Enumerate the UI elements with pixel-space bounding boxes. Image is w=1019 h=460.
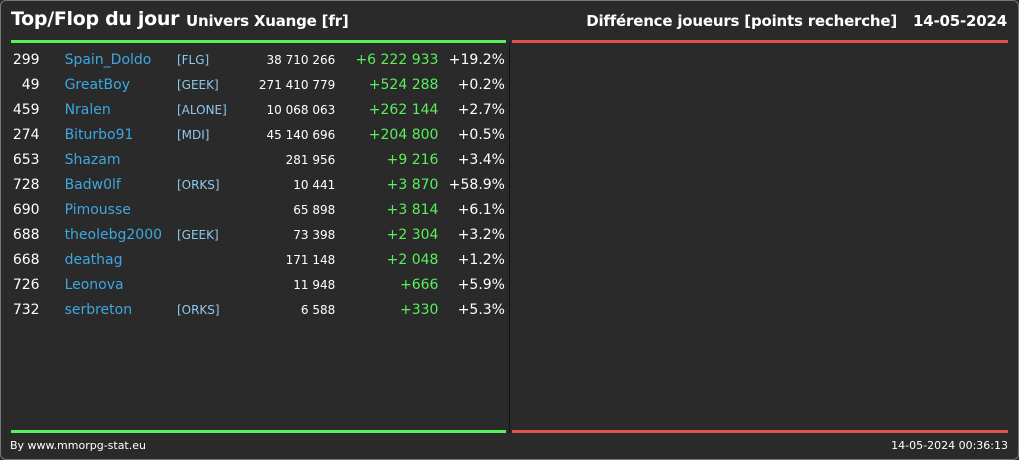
- player-rank: 728: [12, 176, 40, 193]
- table-row: 299 Spain_Doldo [FLG] 38 710 266 +6 222 933 +…: [11, 47, 505, 72]
- flop-divider-line: [512, 40, 1008, 43]
- table-row: 690 Pimousse 65 898 +3 814 +6.1%: [11, 197, 505, 222]
- alliance-tag[interactable]: [ORKS]: [176, 177, 220, 192]
- points-percent-change: +6.1%: [457, 201, 505, 218]
- player-rank: 299: [12, 51, 40, 68]
- points-percent-change: +5.9%: [457, 276, 505, 293]
- alliance-tag[interactable]: [MDI]: [176, 127, 210, 142]
- points-difference: +666: [399, 276, 439, 293]
- player-name-link[interactable]: theolebg2000: [64, 226, 163, 243]
- points-difference: +6 222 933: [355, 51, 439, 68]
- table-row: 688 theolebg2000 [GEEK] 73 398 +2 304 +3.2%: [11, 222, 505, 247]
- points-difference: +3 814: [386, 201, 439, 218]
- player-name-link[interactable]: GreatBoy: [64, 76, 130, 93]
- top-bottom-line: [11, 430, 506, 433]
- points-percent-change: +5.3%: [457, 301, 505, 318]
- player-points: 65 898: [293, 202, 336, 217]
- player-points: 38 710 266: [266, 52, 336, 67]
- player-rank: 690: [12, 201, 40, 218]
- points-difference: +2 304: [386, 226, 439, 243]
- table-row: 668 deathag 171 148 +2 048 +1.2%: [11, 247, 505, 272]
- points-percent-change: +0.2%: [457, 76, 505, 93]
- player-name-link[interactable]: Biturbo91: [64, 126, 134, 143]
- table-row: 459 Nralen [ALONE] 10 068 063 +262 144 +2.7%: [11, 97, 505, 122]
- points-difference: +9 216: [386, 151, 439, 168]
- player-name-link[interactable]: Pimousse: [64, 201, 131, 218]
- alliance-tag: [177, 197, 243, 222]
- alliance-tag[interactable]: [GEEK]: [176, 227, 219, 242]
- alliance-tag: [177, 247, 243, 272]
- player-rank: 49: [21, 76, 40, 93]
- player-rank: 688: [12, 226, 40, 243]
- points-percent-change: +58.9%: [448, 176, 505, 193]
- points-difference: +2 048: [386, 251, 439, 268]
- points-percent-change: +0.5%: [457, 126, 505, 143]
- table-row: 728 Badw0lf [ORKS] 10 441 +3 870 +58.9%: [11, 172, 505, 197]
- mode-label: Différence joueurs [points recherche]: [586, 12, 898, 30]
- player-rank: 732: [12, 301, 40, 318]
- player-points: 171 148: [285, 252, 336, 267]
- player-rank: 668: [12, 251, 40, 268]
- points-percent-change: +3.4%: [457, 151, 505, 168]
- points-percent-change: +1.2%: [457, 251, 505, 268]
- date-label: 14-05-2024: [913, 12, 1007, 30]
- player-points: 271 410 779: [258, 77, 336, 92]
- points-difference: +3 870: [386, 176, 439, 193]
- player-points: 10 441: [293, 177, 336, 192]
- player-name-link[interactable]: Leonova: [64, 276, 124, 293]
- alliance-tag: [177, 272, 243, 297]
- points-difference: +204 800: [368, 126, 439, 143]
- points-percent-change: +2.7%: [457, 101, 505, 118]
- player-rank: 653: [12, 151, 40, 168]
- player-points: 10 068 063: [266, 102, 336, 117]
- player-rank: 726: [12, 276, 40, 293]
- alliance-tag[interactable]: [ALONE]: [176, 102, 227, 117]
- player-name-link[interactable]: Shazam: [64, 151, 121, 168]
- player-points: 11 948: [293, 277, 336, 292]
- points-percent-change: +19.2%: [448, 51, 505, 68]
- points-difference: +330: [399, 301, 439, 318]
- player-name-link[interactable]: Nralen: [64, 101, 111, 118]
- alliance-tag: [177, 147, 243, 172]
- player-rank: 459: [12, 101, 40, 118]
- alliance-tag[interactable]: [ORKS]: [176, 302, 220, 317]
- player-name-link[interactable]: serbreton: [64, 301, 133, 318]
- points-percent-change: +3.2%: [457, 226, 505, 243]
- generated-timestamp: 14-05-2024 00:36:13: [891, 439, 1008, 452]
- flop-bottom-line: [512, 430, 1008, 433]
- universe-label: Univers Xuange [fr]: [186, 12, 349, 30]
- top-divider-line: [11, 40, 506, 43]
- site-credit: By www.mmorpg-stat.eu: [10, 439, 146, 452]
- table-row: 653 Shazam 281 956 +9 216 +3.4%: [11, 147, 505, 172]
- page-title: Top/Flop du jour: [11, 8, 180, 30]
- points-difference: +524 288: [368, 76, 439, 93]
- header-right: Différence joueurs [points recherche] 14…: [586, 12, 1007, 30]
- player-points: 45 140 696: [266, 127, 336, 142]
- player-points: 6 588: [300, 302, 336, 317]
- table-row: 732 serbreton [ORKS] 6 588 +330 +5.3%: [11, 297, 505, 322]
- alliance-tag[interactable]: [GEEK]: [176, 77, 219, 92]
- player-name-link[interactable]: Badw0lf: [64, 176, 121, 193]
- column-separator: [509, 43, 510, 433]
- table-row: 726 Leonova 11 948 +666 +5.9%: [11, 272, 505, 297]
- top-players-table: 299 Spain_Doldo [FLG] 38 710 266 +6 222 933 +…: [11, 47, 505, 322]
- player-points: 281 956: [285, 152, 336, 167]
- alliance-tag[interactable]: [FLG]: [176, 52, 210, 67]
- table-row: 49 GreatBoy [GEEK] 271 410 779 +524 288 +0.2%: [11, 72, 505, 97]
- player-name-link[interactable]: deathag: [64, 251, 123, 268]
- table-row: 274 Biturbo91 [MDI] 45 140 696 +204 800 +0.5%: [11, 122, 505, 147]
- points-difference: +262 144: [368, 101, 439, 118]
- player-name-link[interactable]: Spain_Doldo: [64, 51, 152, 68]
- player-rank: 274: [12, 126, 40, 143]
- player-points: 73 398: [293, 227, 336, 242]
